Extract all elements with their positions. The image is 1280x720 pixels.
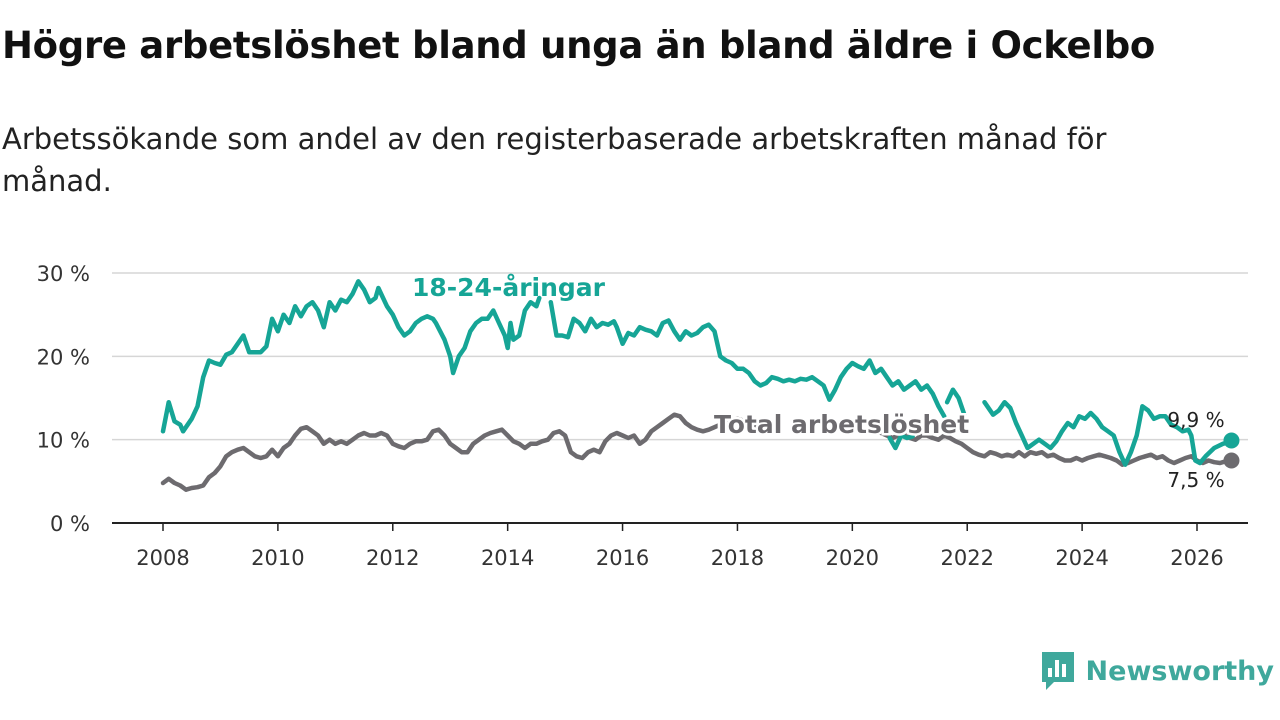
youth-line	[548, 299, 947, 419]
x-tick-label: 2026	[1170, 546, 1223, 570]
y-axis-ticks: 0 % 10 % 20 % 30 %	[37, 262, 90, 536]
youth-series-label: 18-24-åringar	[412, 273, 606, 302]
x-tick-label: 2014	[481, 546, 534, 570]
x-tick-label: 2018	[711, 546, 764, 570]
x-tick-label: 2012	[366, 546, 419, 570]
youth-line	[982, 399, 1234, 467]
chart-title: Högre arbetslöshet bland unga än bland ä…	[2, 24, 1156, 67]
total-end-marker	[1223, 452, 1240, 469]
youth-end-value-label: 9,9 %	[1167, 408, 1224, 432]
x-axis-ticks: 2008 2010 2012 2014 2016 2018 2020 2022 2024 2026	[136, 523, 1224, 570]
y-tick-label: 0 %	[50, 512, 90, 536]
series-labels: 18-24-åringar Total arbetslöshet 9,9 % 7,5 …	[412, 273, 1225, 492]
newsworthy-logo-icon	[1041, 652, 1074, 690]
youth-line	[887, 433, 915, 451]
x-tick-label: 2020	[826, 546, 879, 570]
youth-end-marker	[1223, 432, 1240, 449]
total-line	[160, 412, 769, 492]
total-end-value-label: 7,5 %	[1167, 468, 1224, 492]
x-tick-label: 2008	[136, 546, 189, 570]
brand-logo: Newsworthy	[1040, 650, 1274, 692]
grid-lines	[112, 272, 1248, 524]
x-tick-label: 2010	[251, 546, 304, 570]
y-tick-label: 20 %	[37, 345, 90, 369]
total-series-label: Total arbetslöshet	[714, 410, 969, 439]
youth-line	[160, 279, 542, 434]
series-lines	[160, 279, 1240, 492]
brand-name: Newsworthy	[1085, 655, 1274, 687]
total-line	[867, 424, 1234, 467]
x-tick-label: 2016	[596, 546, 649, 570]
x-tick-label: 2022	[940, 546, 993, 570]
x-tick-label: 2024	[1055, 546, 1108, 570]
y-tick-label: 30 %	[37, 262, 90, 286]
chart-subtitle: Arbetssökande som andel av den registerb…	[2, 122, 1107, 198]
y-tick-label: 10 %	[37, 429, 90, 453]
youth-line	[944, 387, 967, 417]
